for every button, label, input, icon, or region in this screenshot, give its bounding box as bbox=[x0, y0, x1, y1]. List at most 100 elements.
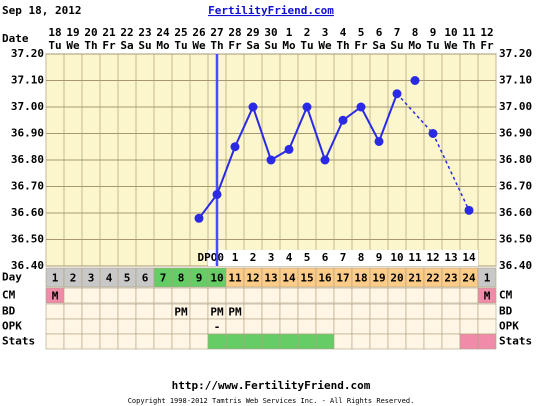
cell-label: 14 bbox=[282, 272, 296, 285]
cell bbox=[81, 318, 101, 335]
y-tick-label: 37.10 bbox=[11, 74, 44, 87]
weekday-label: Tu bbox=[174, 39, 187, 52]
temp-point bbox=[374, 136, 384, 146]
cell bbox=[459, 287, 479, 304]
temp-point bbox=[464, 205, 474, 215]
row-label: Date bbox=[2, 32, 29, 45]
cell bbox=[189, 303, 209, 320]
weekday-label: We bbox=[318, 39, 332, 52]
weekday-label: Fr bbox=[228, 39, 242, 52]
cell bbox=[405, 318, 425, 335]
row-label-right: OPK bbox=[499, 320, 519, 333]
weekday-label: Su bbox=[138, 39, 151, 52]
cell bbox=[459, 333, 479, 350]
cell-label: 4 bbox=[106, 272, 113, 285]
x-tick-label: 18 bbox=[48, 26, 61, 39]
cell bbox=[189, 333, 209, 350]
x-tick-label: 19 bbox=[66, 26, 79, 39]
cell bbox=[297, 318, 317, 335]
cell-label: 17 bbox=[336, 272, 349, 285]
cell bbox=[117, 287, 137, 304]
cell-label: 1 bbox=[484, 272, 491, 285]
cell-label: 16 bbox=[318, 272, 332, 285]
dpo-cell bbox=[226, 250, 244, 266]
cell bbox=[333, 303, 353, 320]
cell-label: 19 bbox=[372, 272, 385, 285]
cell bbox=[243, 318, 263, 335]
cell bbox=[225, 287, 245, 304]
cell bbox=[99, 303, 119, 320]
temp-point bbox=[338, 115, 348, 125]
cell bbox=[477, 333, 497, 350]
y-tick-label: 37.20 bbox=[11, 47, 44, 60]
cell bbox=[261, 333, 281, 350]
dpo-label: 1 bbox=[232, 251, 239, 264]
y-tick-label: 36.80 bbox=[11, 153, 44, 166]
weekday-label: Th bbox=[336, 39, 349, 52]
cell bbox=[153, 303, 173, 320]
dpo-cell bbox=[442, 250, 460, 266]
cell-label: 11 bbox=[228, 272, 242, 285]
x-tick-label: 12 bbox=[480, 26, 493, 39]
weekday-label: Mo bbox=[408, 39, 422, 52]
x-tick-label: 21 bbox=[102, 26, 116, 39]
x-tick-label: 11 bbox=[462, 26, 476, 39]
cell bbox=[477, 303, 497, 320]
cell-label: M bbox=[484, 290, 491, 303]
cell bbox=[81, 287, 101, 304]
cell bbox=[153, 333, 173, 350]
cell bbox=[261, 287, 281, 304]
cell bbox=[279, 318, 299, 335]
cell-label: 24 bbox=[462, 272, 476, 285]
cell bbox=[423, 303, 443, 320]
row-label: BD bbox=[2, 305, 16, 318]
y-tick-label: 36.40 bbox=[11, 259, 44, 272]
weekday-label: Fr bbox=[480, 39, 494, 52]
y-tick-label: 37.00 bbox=[11, 100, 44, 113]
cell bbox=[441, 287, 461, 304]
dpo-label: 8 bbox=[358, 251, 365, 264]
cell bbox=[459, 303, 479, 320]
cell bbox=[243, 333, 263, 350]
cell-label: 7 bbox=[160, 272, 167, 285]
cell bbox=[369, 287, 389, 304]
y-tick-label-right: 36.40 bbox=[499, 259, 532, 272]
cell bbox=[153, 318, 173, 335]
footer-url[interactable]: http://www.FertilityFriend.com bbox=[172, 379, 371, 392]
cell bbox=[279, 333, 299, 350]
cell bbox=[297, 287, 317, 304]
cell bbox=[99, 287, 119, 304]
x-tick-label: 25 bbox=[174, 26, 187, 39]
y-tick-label: 36.90 bbox=[11, 127, 44, 140]
cell-label: 10 bbox=[210, 272, 223, 285]
cell-label: 1 bbox=[52, 272, 59, 285]
cell bbox=[477, 267, 497, 288]
site-link[interactable]: FertilityFriend.com bbox=[208, 4, 334, 17]
dpo-label: DPO0 bbox=[198, 251, 225, 264]
weekday-label: Mo bbox=[156, 39, 170, 52]
temp-point bbox=[248, 102, 258, 112]
y-tick-label: 36.50 bbox=[11, 233, 44, 246]
dpo-label: 2 bbox=[250, 251, 257, 264]
cell bbox=[243, 303, 263, 320]
cell bbox=[261, 303, 281, 320]
cell bbox=[189, 318, 209, 335]
row-label: Day bbox=[2, 271, 22, 284]
cell bbox=[279, 287, 299, 304]
x-tick-label: 6 bbox=[376, 26, 383, 39]
dpo-cell bbox=[280, 250, 298, 266]
cell-label: 5 bbox=[124, 272, 131, 285]
x-tick-label: 1 bbox=[286, 26, 293, 39]
y-tick-label: 36.70 bbox=[11, 180, 44, 193]
cell-label: 13 bbox=[264, 272, 277, 285]
cell bbox=[207, 287, 227, 304]
cell bbox=[405, 303, 425, 320]
temp-line bbox=[198, 93, 398, 219]
temp-point bbox=[266, 155, 276, 165]
cell bbox=[207, 333, 227, 350]
cell bbox=[135, 333, 155, 350]
weekday-label: Sa bbox=[246, 39, 259, 52]
weekday-label: Tu bbox=[48, 39, 61, 52]
cell bbox=[117, 333, 137, 350]
